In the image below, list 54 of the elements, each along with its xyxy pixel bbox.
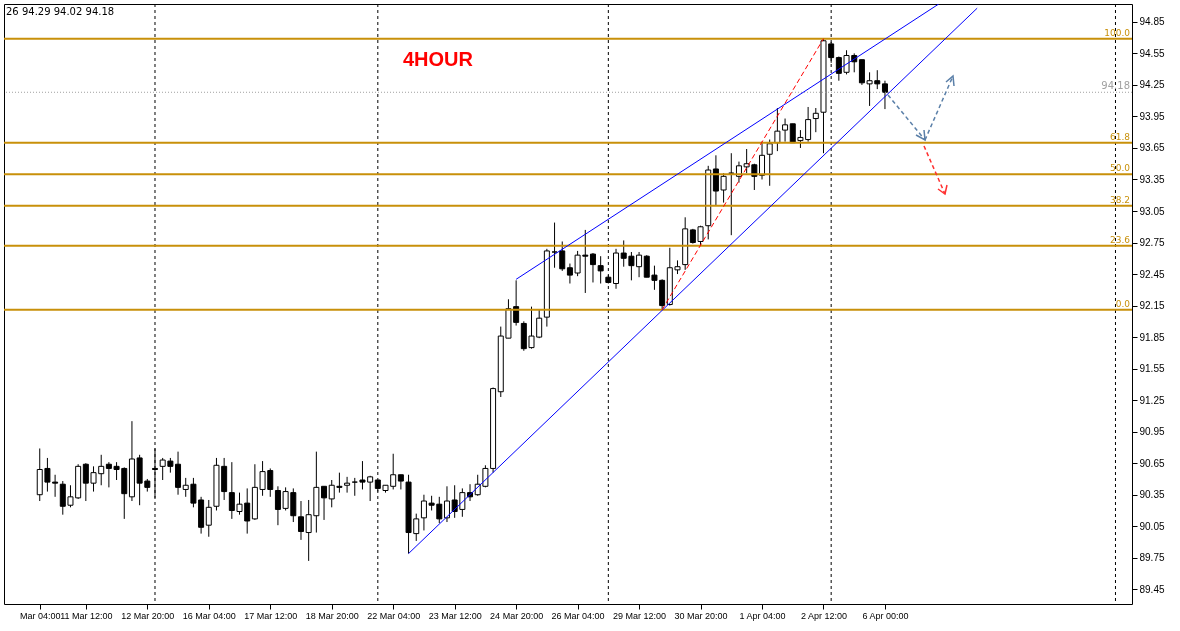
annotation: 23.6 [1109,234,1131,245]
y-tick-label: 90.65 [1139,457,1165,469]
x-tick-label: 2 Apr 12:00 [800,610,848,621]
x-tick-label: 30 Mar 20:00 [674,610,728,621]
y-tick-label: 91.85 [1139,331,1165,343]
x-tick-label: 24 Mar 20:00 [490,610,544,621]
y-tick-label: 94.55 [1139,47,1165,59]
candlestick [812,107,819,133]
x-tick-label: 12 Mar 20:00 [121,610,175,621]
y-tick-label: 91.55 [1139,363,1165,375]
y-tick-label: 94.25 [1139,79,1165,91]
y-tick-label: 94.85 [1139,16,1165,28]
y-tick-label: 92.45 [1139,268,1165,280]
candlestick [551,222,558,269]
x-tick-label: 22 Mar 04:00 [367,610,421,621]
y-tick-label: 89.75 [1139,552,1165,564]
x-tick-label: 26 Mar 04:00 [551,610,605,621]
candlestick [597,255,604,285]
y-tick-label: 90.05 [1139,520,1165,532]
annotation: 0.0 [1115,298,1131,309]
candlestick [589,252,596,283]
annotation: 100.0 [1104,27,1131,38]
x-tick-label: 16 Mar 04:00 [182,610,236,621]
x-tick-label: 23 Mar 12:00 [428,610,482,621]
x-tick-label: 6 Apr 00:00 [862,610,909,621]
text: 4HOUR [403,47,474,70]
x-tick-label: 18 Mar 20:00 [305,610,359,621]
y-tick-label: 93.35 [1139,173,1165,185]
y-tick-label: 91.25 [1139,394,1165,406]
y-tick-label: 93.05 [1139,205,1165,217]
y-tick-label: 90.35 [1139,489,1165,501]
candlestick [443,485,450,523]
x-tick-label: 17 Mar 12:00 [244,610,298,621]
x-tick-label: 11 Mar 12:00 [60,610,113,621]
candlestick [205,499,212,538]
y-tick-label: 92.75 [1139,237,1165,249]
candlestick [881,80,888,110]
annotation: 38.2 [1109,194,1130,205]
y-tick-label: 93.95 [1139,110,1165,122]
ref-line-label: 94.18 [1101,80,1130,92]
x-tick-label: Mar 04:00 [19,610,61,621]
y-tick-label: 92.15 [1139,300,1165,312]
candlestick [559,240,566,272]
annotation: 61.8 [1109,131,1131,142]
y-tick-label: 93.65 [1139,142,1165,154]
annotation: 50.0 [1109,163,1131,174]
candlestick [297,500,304,541]
x-tick-label: 1 Apr 04:00 [739,610,786,621]
y-tick-label: 90.95 [1139,426,1165,438]
candlestick [344,476,351,494]
y-tick-label: 89.45 [1139,583,1165,595]
candlestick [766,139,773,187]
x-tick-label: 29 Mar 12:00 [613,610,667,621]
annotation: 26 94.29 94.02 94.18 [6,6,115,17]
